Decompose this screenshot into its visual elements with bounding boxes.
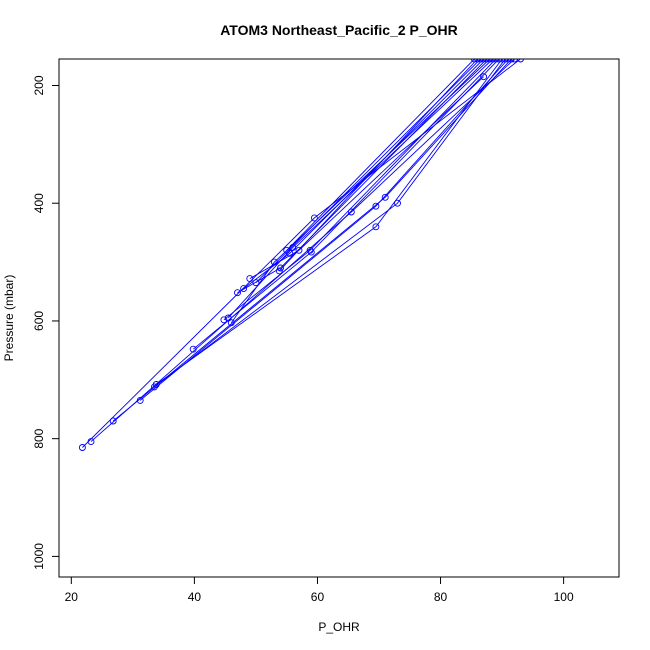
series-12 <box>240 59 488 293</box>
x-axis-label: P_OHR <box>318 620 360 634</box>
data-point <box>240 285 248 293</box>
y-tick-label: 800 <box>32 428 46 448</box>
data-point <box>224 314 232 322</box>
x-tick-label: 100 <box>554 590 574 604</box>
series-5 <box>150 59 509 391</box>
chart-title: ATOM3 Northeast_Pacific_2 P_OHR <box>220 22 458 38</box>
y-tick-label: 1000 <box>32 543 46 570</box>
y-tick-label: 200 <box>32 75 46 95</box>
y-axis: 200 400 600 800 1000 <box>32 75 59 570</box>
series-line <box>155 59 503 385</box>
series-line <box>227 59 494 319</box>
data-point <box>498 59 506 63</box>
series-line <box>90 59 515 442</box>
series-3 <box>109 59 515 425</box>
data-point <box>227 319 235 327</box>
series-4 <box>136 59 512 404</box>
y-tick-label: 600 <box>32 311 46 331</box>
series-2 <box>87 59 518 446</box>
data-point <box>381 193 389 201</box>
data-point <box>480 73 488 81</box>
series-line <box>139 59 509 401</box>
data-point <box>492 59 500 63</box>
series-14 <box>252 59 484 287</box>
series-6 <box>152 59 506 388</box>
data-point <box>136 396 144 404</box>
data-point <box>283 246 291 254</box>
series-8 <box>220 59 500 324</box>
series-15 <box>275 59 481 275</box>
data-point <box>306 246 314 254</box>
data-point <box>78 444 86 451</box>
series-line <box>154 59 506 388</box>
series-line <box>192 59 500 350</box>
data-point <box>486 59 494 63</box>
data-point <box>295 246 303 254</box>
data-point <box>477 59 484 63</box>
data-point <box>152 381 160 388</box>
data-point <box>507 59 515 63</box>
data-point <box>489 59 497 63</box>
data-point <box>189 345 197 353</box>
series-9 <box>224 59 497 322</box>
plot-frame <box>58 58 620 578</box>
data-point <box>483 59 491 63</box>
data-point <box>474 59 481 63</box>
series-line <box>230 59 491 323</box>
series-line <box>112 59 512 422</box>
data-point <box>109 417 117 425</box>
series-line <box>243 59 484 289</box>
x-tick-label: 80 <box>434 590 448 604</box>
series-line <box>286 59 475 251</box>
series-line <box>237 59 488 294</box>
x-tick-label: 60 <box>311 590 325 604</box>
data-point <box>495 59 503 63</box>
data-point <box>510 59 518 63</box>
data-point <box>246 275 254 283</box>
x-axis: 20 40 60 80 100 <box>65 577 574 604</box>
data-point <box>394 199 401 207</box>
series-line <box>223 59 497 321</box>
series-line <box>278 59 478 272</box>
data-point <box>234 289 241 297</box>
x-tick-label: 20 <box>65 590 79 604</box>
data-point <box>87 438 95 446</box>
data-point <box>347 208 355 216</box>
x-tick-label: 40 <box>188 590 202 604</box>
series-line <box>82 59 521 448</box>
y-tick-label: 400 <box>32 193 46 213</box>
series-layer <box>78 59 524 451</box>
data-point <box>275 267 283 275</box>
series-1 <box>78 59 524 451</box>
data-point <box>470 59 478 63</box>
data-point <box>501 59 509 63</box>
data-point <box>310 214 318 222</box>
data-point <box>372 202 380 210</box>
data-point <box>372 223 380 231</box>
data-point <box>480 59 488 63</box>
series-16 <box>283 59 478 254</box>
data-point <box>504 59 512 63</box>
data-point <box>220 316 228 324</box>
data-point <box>252 279 260 287</box>
data-point <box>517 59 524 63</box>
y-axis-label: Pressure (mbar) <box>2 275 16 362</box>
